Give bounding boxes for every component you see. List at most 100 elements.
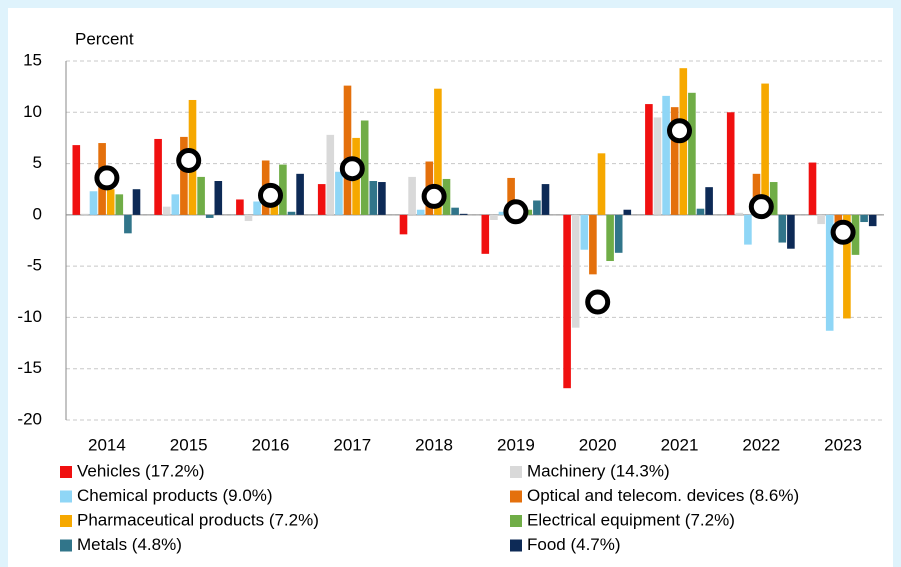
panel — [8, 8, 893, 567]
bar — [507, 177, 515, 215]
bar — [744, 214, 752, 245]
y-tick-label: 5 — [33, 153, 42, 172]
total-marker — [176, 147, 202, 173]
bar — [606, 214, 614, 262]
bar — [154, 138, 162, 215]
legend-label: Electrical equipment (7.2%) — [527, 510, 735, 529]
bar — [498, 211, 507, 215]
bar — [843, 214, 851, 319]
total-marker — [258, 182, 283, 208]
bar — [670, 107, 679, 215]
bar — [180, 136, 188, 215]
bar — [490, 214, 498, 220]
x-tick-label: 2016 — [252, 435, 290, 454]
total-marker — [339, 156, 365, 182]
bar — [287, 211, 296, 215]
total-marker — [748, 194, 774, 220]
x-tick-label: 2014 — [88, 435, 126, 454]
bar — [81, 213, 89, 215]
bar — [808, 162, 817, 215]
bar — [317, 184, 326, 215]
bar — [645, 104, 653, 215]
y-tick-label: -5 — [27, 256, 42, 275]
bar — [378, 182, 386, 215]
bar — [124, 214, 132, 234]
x-tick-label: 2019 — [497, 435, 535, 454]
legend-swatch — [60, 539, 72, 552]
total-marker — [421, 183, 447, 209]
y-tick-label: -10 — [17, 307, 42, 326]
total-marker — [830, 219, 856, 245]
x-tick-label: 2017 — [333, 435, 371, 454]
legend-label: Machinery (14.3%) — [527, 461, 670, 480]
bar — [171, 194, 180, 215]
bar — [416, 209, 425, 215]
bar — [459, 213, 468, 215]
bar — [205, 214, 214, 218]
bar — [769, 182, 778, 215]
legend-swatch — [510, 539, 522, 552]
x-tick-label: 2015 — [170, 435, 208, 454]
bar — [214, 181, 223, 215]
total-marker — [667, 118, 692, 144]
legend-label: Food (4.7%) — [527, 535, 621, 554]
legend-label: Metals (4.8%) — [77, 535, 182, 554]
bar — [244, 214, 253, 222]
bar — [696, 208, 705, 215]
bar — [688, 92, 696, 215]
bar — [326, 134, 335, 215]
bar — [653, 117, 662, 215]
bar — [623, 209, 632, 215]
legend-swatch — [60, 490, 72, 503]
x-tick-label: 2018 — [415, 435, 453, 454]
bar — [343, 85, 352, 215]
bar — [571, 214, 580, 328]
bar — [726, 112, 735, 215]
bar — [868, 214, 877, 227]
legend-swatch — [510, 515, 522, 527]
bar — [106, 189, 115, 215]
bar — [589, 214, 597, 275]
legend-label: Vehicles (17.2%) — [77, 461, 205, 480]
bar — [399, 214, 408, 235]
y-tick-label: -20 — [17, 409, 42, 428]
x-tick-label: 2022 — [742, 435, 780, 454]
bar — [597, 153, 606, 215]
bar — [580, 214, 589, 250]
bar — [705, 187, 713, 215]
x-tick-label: 2020 — [579, 435, 617, 454]
x-tick-label: 2021 — [661, 435, 699, 454]
y-tick-label: 0 — [33, 204, 42, 223]
bar — [236, 199, 244, 215]
bar — [860, 214, 868, 223]
bar — [253, 201, 261, 215]
bar — [408, 176, 416, 215]
total-marker — [94, 165, 120, 191]
legend-swatch — [60, 515, 72, 527]
y-tick-label: 15 — [23, 50, 42, 69]
y-tick-label: -15 — [17, 358, 42, 377]
y-axis-label: Percent — [75, 29, 134, 48]
bar — [335, 171, 343, 215]
bar — [614, 214, 623, 253]
legend-label: Optical and telecom. devices (8.6%) — [527, 486, 799, 505]
bar — [662, 95, 670, 215]
bar — [89, 191, 98, 215]
bar — [825, 214, 834, 331]
total-marker — [503, 199, 529, 225]
bar — [451, 207, 459, 215]
bar — [481, 214, 490, 254]
legend-label: Pharmaceutical products (7.2%) — [77, 510, 319, 529]
bar — [735, 212, 744, 215]
bar — [296, 173, 304, 215]
x-tick-label: 2023 — [824, 435, 862, 454]
bar — [533, 200, 541, 215]
bar — [132, 189, 141, 215]
bar — [434, 88, 442, 215]
bar — [279, 164, 287, 215]
total-marker — [585, 289, 611, 315]
bar — [197, 176, 205, 215]
bar — [72, 145, 81, 215]
bar — [541, 184, 550, 215]
